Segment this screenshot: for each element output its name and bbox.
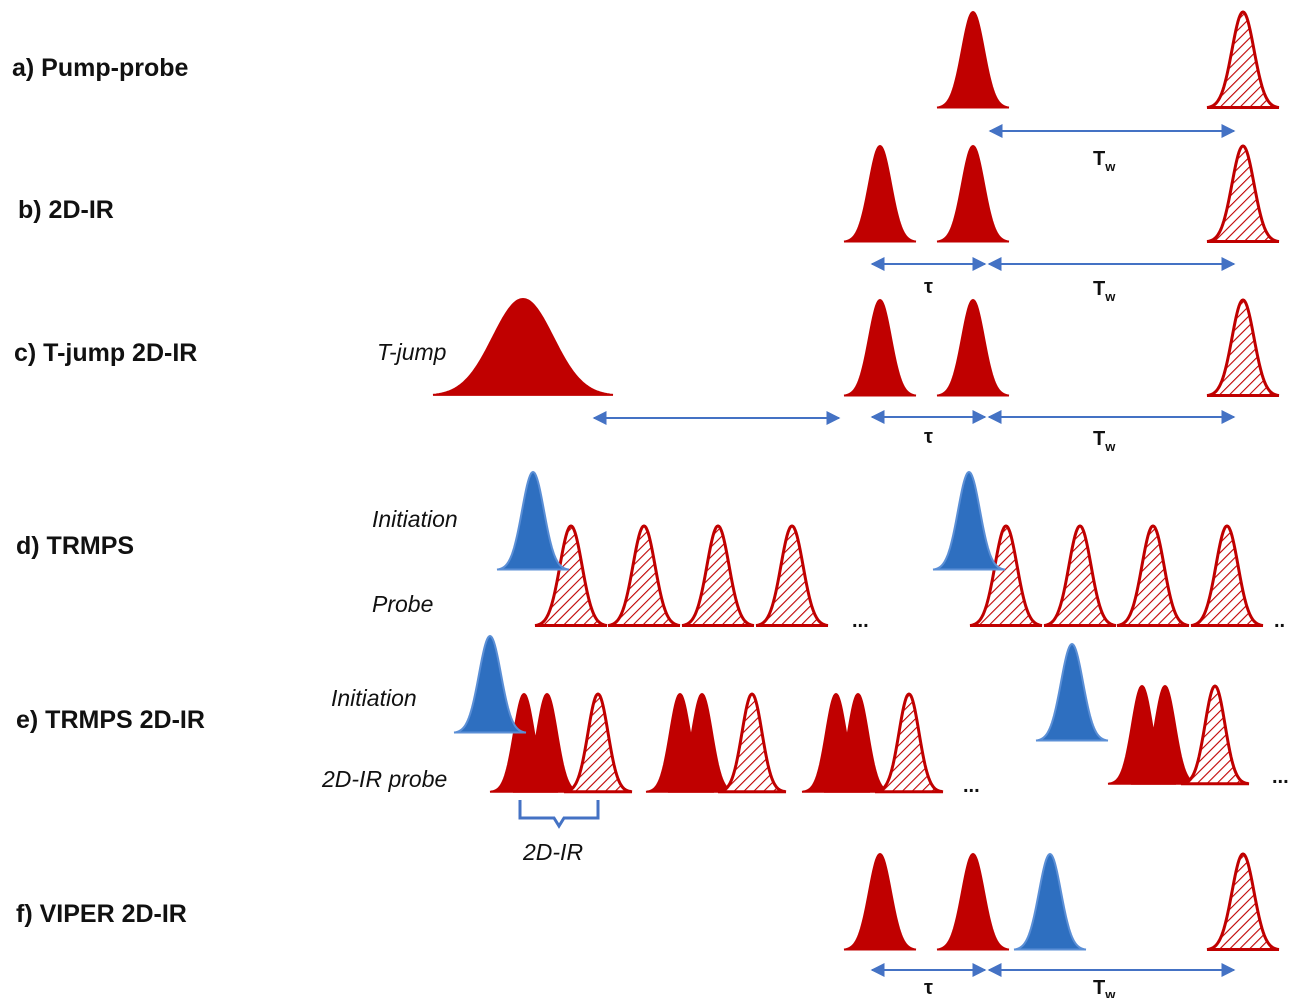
row-d-probe-pulse-6 bbox=[1043, 524, 1117, 627]
row-d-probe-pulse-7 bbox=[1116, 524, 1190, 627]
row-f-label: f) VIPER 2D-IR bbox=[16, 900, 187, 928]
row-b-probe-pulse bbox=[1206, 144, 1280, 243]
row-a-label: a) Pump-probe bbox=[12, 54, 188, 82]
row-d-probe-pulse-4 bbox=[755, 524, 829, 627]
row-e-initiation-label: Initiation bbox=[331, 685, 417, 711]
row-f-tau-label: τ bbox=[924, 977, 933, 998]
row-d-probe-label: Probe bbox=[372, 591, 433, 617]
row-c-probe-pulse bbox=[1206, 298, 1280, 397]
row-c-pump-pulse-2 bbox=[936, 298, 1010, 397]
row-c-pump-pulse-1 bbox=[843, 298, 917, 397]
row-f-tw-label: Tw bbox=[1093, 977, 1116, 998]
row-c-tjump-pulse bbox=[432, 297, 614, 396]
row-d-dots-1: ... bbox=[852, 610, 869, 632]
row-d-initiation-pulse-2 bbox=[932, 470, 1006, 571]
row-a-probe-pulse bbox=[1206, 10, 1280, 109]
row-e-probe-pulse-2 bbox=[717, 692, 787, 794]
row-e-label: e) TRMPS 2D-IR bbox=[16, 706, 205, 734]
row-e-probe-pulse-3 bbox=[874, 692, 944, 794]
row-c-label: c) T-jump 2D-IR bbox=[14, 339, 197, 367]
row-d-probe-pulse-8 bbox=[1190, 524, 1264, 627]
row-d-initiation-label: Initiation bbox=[372, 506, 458, 532]
row-d-probe-pulse-5 bbox=[969, 524, 1043, 627]
row-f-pump-pulse-1 bbox=[843, 852, 917, 951]
tjump-label: T-jump bbox=[377, 339, 447, 365]
row-e-probe-pulse-4 bbox=[1180, 684, 1250, 786]
row-d-probe-pulse-2 bbox=[607, 524, 681, 627]
row-f-pump-pulse-2 bbox=[936, 852, 1010, 951]
row-e-pump-pulse-1b bbox=[512, 692, 582, 793]
row-e-initiation-pulse-2 bbox=[1035, 642, 1109, 742]
row-e-dots-1: ... bbox=[963, 775, 980, 797]
row-e-pump-pulse-4b bbox=[1130, 684, 1200, 785]
row-d-initiation-pulse-1 bbox=[496, 470, 570, 571]
row-e-probe-label: 2D-IR probe bbox=[321, 766, 447, 792]
row-d-probe-pulse-1 bbox=[534, 524, 608, 627]
row-b-label: b) 2D-IR bbox=[18, 196, 114, 224]
row-e-probe-pulse-1 bbox=[563, 692, 633, 794]
row-d-probe-pulse-3 bbox=[681, 524, 755, 627]
row-e-bracket-label: 2D-IR bbox=[522, 839, 583, 865]
row-d-dots-2: .. bbox=[1274, 610, 1285, 632]
row-c-tw-label: Tw bbox=[1093, 428, 1116, 454]
row-b-tau-label: τ bbox=[924, 276, 933, 298]
row-b-pump-pulse-2 bbox=[936, 144, 1010, 243]
row-a-tw-label: Tw bbox=[1093, 148, 1116, 174]
row-c-tau-label: τ bbox=[924, 426, 933, 448]
row-b-tw-label: Tw bbox=[1093, 278, 1116, 304]
row-b-pump-pulse-1 bbox=[843, 144, 917, 243]
row-e-pump-pulse-3b bbox=[823, 692, 893, 793]
row-e-dots-2: ... bbox=[1272, 766, 1289, 788]
row-f-probe-pulse bbox=[1206, 852, 1280, 951]
row-a-pump-pulse bbox=[936, 10, 1010, 109]
row-e-2dir-bracket bbox=[518, 800, 600, 829]
row-e-initiation-pulse-1 bbox=[453, 634, 527, 734]
row-d-label: d) TRMPS bbox=[16, 532, 134, 560]
row-e-pump-pulse-2b bbox=[667, 692, 737, 793]
row-f-viper-pulse bbox=[1013, 852, 1087, 951]
